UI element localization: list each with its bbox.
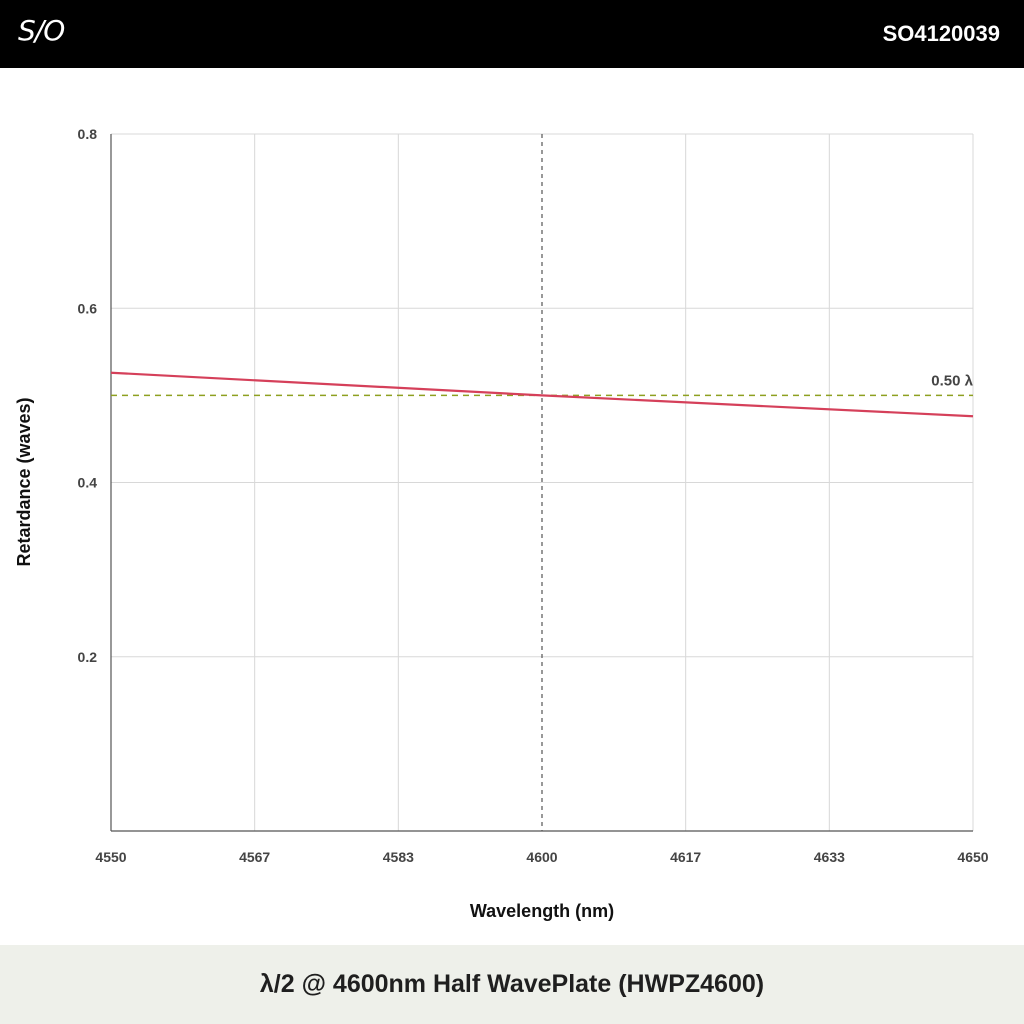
y-tick-label: 0.8 [78, 126, 98, 142]
y-tick-label: 0.6 [78, 300, 98, 316]
x-tick-label: 4550 [95, 849, 126, 865]
reference-line-label: 0.50 λ [931, 372, 973, 389]
header-bar: S/O SO4120039 [0, 0, 1024, 68]
retardance-chart: 4550 4567 4583 4600 4617 4633 4650 0.2 0.4 0.6 0.8… [14, 126, 989, 921]
x-tick-label: 4583 [383, 849, 414, 865]
chart-area: 4550 4567 4583 4600 4617 4633 4650 0.2 0.4 0.6 0.8… [0, 68, 1024, 945]
y-tick-label: 0.2 [78, 649, 98, 665]
company-logo: S/O [18, 14, 65, 47]
x-axis-title: Wavelength (nm) [470, 901, 614, 921]
y-tick-label: 0.4 [78, 475, 98, 491]
x-tick-label: 4633 [814, 849, 845, 865]
product-title: λ/2 @ 4600nm Half WavePlate (HWPZ4600) [259, 970, 765, 998]
x-tick-label: 4600 [526, 849, 557, 865]
x-tick-label: 4617 [670, 849, 701, 865]
part-number: SO4120039 [882, 21, 1000, 46]
y-axis-title: Retardance (waves) [14, 397, 34, 566]
x-tick-label: 4567 [239, 849, 270, 865]
x-tick-label: 4650 [957, 849, 988, 865]
footer-bar: λ/2 @ 4600nm Half WavePlate (HWPZ4600) [0, 945, 1024, 1024]
retardance-series-line [110, 371, 974, 418]
